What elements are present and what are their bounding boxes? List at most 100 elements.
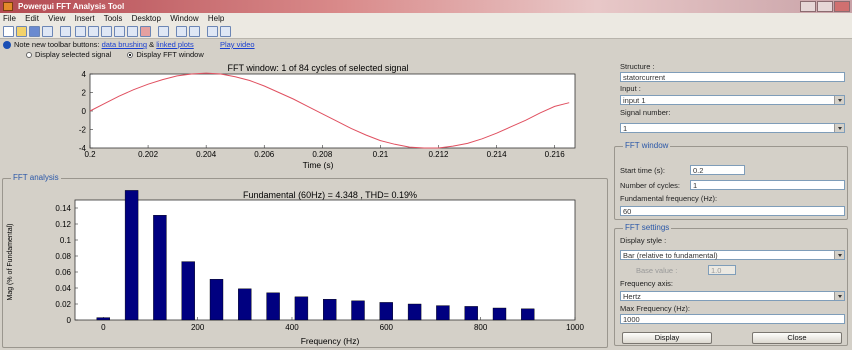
zoom-out-icon[interactable]: [88, 26, 99, 37]
number-of-cycles-input[interactable]: 1: [690, 180, 845, 190]
y-tick-label: 0.06: [55, 268, 71, 277]
fft-bar: [436, 305, 450, 321]
save-icon[interactable]: [29, 26, 40, 37]
note-amp: &: [149, 40, 155, 49]
menu-help[interactable]: Help: [207, 14, 225, 23]
fft-bar: [492, 307, 507, 321]
x-tick-label: 0.206: [254, 150, 275, 159]
fft-window-axes[interactable]: [89, 73, 576, 149]
fft-analysis-plot: Fundamental (60Hz) = 4.348 , THD= 0.19% …: [7, 190, 584, 346]
close-window-button[interactable]: [834, 1, 850, 12]
colorbar-icon[interactable]: [176, 26, 187, 37]
link-plot-icon[interactable]: [158, 26, 169, 37]
y-tick-label: 4: [82, 70, 87, 79]
menu-tools[interactable]: Tools: [103, 14, 123, 23]
max-frequency-label: Max Frequency (Hz):: [620, 304, 691, 313]
frequency-axis-label: Frequency axis:: [620, 279, 673, 288]
y-tick-label: 0.04: [55, 284, 71, 293]
y-tick-label: 0.02: [55, 300, 71, 309]
y-tick-label: 0: [82, 107, 87, 116]
menu-file[interactable]: File: [3, 14, 16, 23]
zoom-in-icon[interactable]: [75, 26, 86, 37]
base-value-input[interactable]: 1.0: [708, 265, 736, 275]
maximize-button[interactable]: [817, 1, 833, 12]
window-title: Powergui FFT Analysis Tool: [18, 2, 125, 11]
show-plot-tools-icon[interactable]: [220, 26, 231, 37]
open-folder-icon[interactable]: [16, 26, 27, 37]
fundamental-frequency-value: 60: [623, 207, 632, 216]
max-frequency-input[interactable]: 1000: [620, 314, 845, 324]
chevron-down-icon: [834, 96, 844, 104]
menu-window[interactable]: Window: [170, 14, 199, 23]
fft-bar: [124, 190, 139, 321]
matlab-app-icon: [3, 2, 13, 11]
x-tick-label: 0.208: [312, 150, 333, 159]
new-file-icon[interactable]: [3, 26, 14, 37]
fft-bar: [379, 302, 393, 321]
x-tick-label: 0: [101, 323, 106, 332]
y-tick-label: 0.14: [55, 204, 71, 213]
minimize-button[interactable]: [800, 1, 816, 12]
linked-plots-link[interactable]: linked plots: [156, 40, 194, 49]
y-tick-label: 2: [82, 89, 87, 98]
fft-bar: [294, 296, 309, 321]
pointer-icon[interactable]: [60, 26, 71, 37]
x-tick-label: 0.216: [545, 150, 566, 159]
brush-icon[interactable]: [140, 26, 151, 37]
display-fft-window-label: Display FFT window: [136, 50, 204, 59]
fundamental-frequency-label: Fundamental frequency (Hz):: [620, 194, 718, 203]
fft-settings-group-title: FFT settings: [623, 223, 672, 232]
menu-view[interactable]: View: [48, 14, 66, 23]
chevron-down-icon: [834, 251, 844, 259]
fft-bar: [521, 308, 535, 321]
fft-bar: [153, 215, 167, 321]
display-fft-window-option[interactable]: Display FFT window: [127, 50, 204, 59]
fundamental-frequency-input[interactable]: 60: [620, 206, 845, 216]
signal-number-value: 1: [623, 124, 628, 133]
signal-number-label: Signal number:: [620, 108, 671, 117]
display-options: Display selected signal Display FFT wind…: [0, 50, 610, 60]
radio-selected-icon: [127, 52, 134, 59]
fft-analysis-group-title: FFT analysis: [11, 173, 61, 182]
fft-window-group-title: FFT window: [623, 141, 671, 150]
data-cursor-icon[interactable]: [127, 26, 138, 37]
start-time-label: Start time (s):: [620, 166, 666, 175]
display-style-select[interactable]: Bar (relative to fundamental): [620, 250, 845, 260]
menu-insert[interactable]: Insert: [74, 14, 95, 23]
fft-analysis-title: Fundamental (60Hz) = 4.348 , THD= 0.19%: [243, 190, 417, 200]
start-time-input[interactable]: 0.2: [690, 165, 745, 175]
fft-bar: [238, 288, 252, 321]
fft-bar: [96, 317, 111, 321]
signal-number-select[interactable]: 1: [620, 123, 845, 133]
x-tick-label: 1000: [566, 323, 584, 332]
fft-settings-group: FFT settings: [614, 223, 848, 346]
rotate-icon[interactable]: [114, 26, 125, 37]
base-value-value: 1.0: [711, 266, 722, 275]
frequency-axis-select[interactable]: Hertz: [620, 291, 845, 301]
data-brushing-link[interactable]: data brushing: [101, 40, 148, 49]
display-button[interactable]: Display: [622, 332, 712, 344]
fft-bar: [266, 292, 280, 321]
input-select[interactable]: input 1: [620, 95, 845, 105]
input-label: Input :: [620, 84, 641, 93]
number-of-cycles-label: Number of cycles:: [620, 181, 681, 190]
fft-window-group: FFT window: [614, 141, 848, 220]
pan-icon[interactable]: [101, 26, 112, 37]
fft-analysis-ylabel: Mag (% of Fundamental): [7, 223, 14, 300]
structure-select[interactable]: statorcurrent: [620, 72, 845, 82]
legend-icon[interactable]: [189, 26, 200, 37]
fft-window-title: FFT window: 1 of 84 cycles of selected s…: [228, 63, 409, 73]
menu-edit[interactable]: Edit: [25, 14, 39, 23]
close-button[interactable]: Close: [752, 332, 842, 344]
radio-icon: [26, 52, 32, 59]
display-selected-signal-option[interactable]: Display selected signal: [26, 50, 111, 59]
display-selected-signal-label: Display selected signal: [35, 50, 112, 59]
hide-plot-tools-icon[interactable]: [207, 26, 218, 37]
base-value-label: Base value :: [636, 266, 678, 275]
input-value: input 1: [623, 96, 646, 105]
x-tick-label: 800: [474, 323, 488, 332]
print-icon[interactable]: [42, 26, 53, 37]
menu-desktop[interactable]: Desktop: [131, 14, 161, 23]
x-tick-label: 200: [191, 323, 205, 332]
play-video-link[interactable]: Play video: [219, 40, 255, 49]
